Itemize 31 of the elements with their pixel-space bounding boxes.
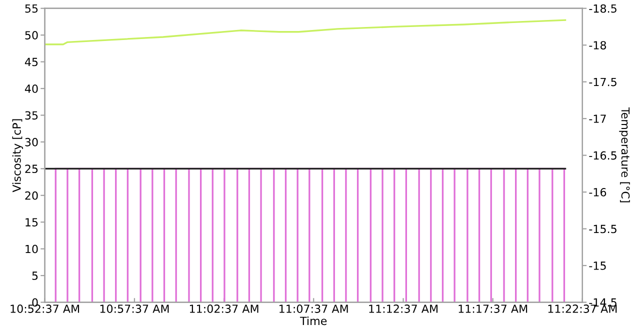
y2-tick-label: -16.5 — [589, 151, 616, 160]
y-tick-label: 10 — [26, 244, 38, 254]
x-tick-label: 10:52:37 AM — [10, 304, 80, 313]
y-tick-label: 5 — [32, 272, 38, 280]
y-tick-label: 0 — [32, 298, 38, 307]
y-tick-label: 20 — [25, 191, 38, 200]
y2-tick-label: -18.5 — [589, 4, 616, 13]
y-tick-label: 25 — [25, 164, 38, 174]
x-tick-label: 11:02:37 AM — [190, 304, 258, 313]
y-axis-title: Viscosity [cP] — [12, 119, 24, 192]
y2-tick-label: -16 — [589, 188, 606, 196]
x-tick-label: 11:12:37 AM — [369, 304, 438, 313]
y-tick-label: 45 — [24, 58, 38, 66]
y2-axis-title: Temperature [°C] — [619, 107, 630, 202]
line-series — [45, 19, 566, 46]
y-tick-label: 55 — [25, 4, 38, 13]
x-tick-label: 11:17:37 AM — [458, 304, 528, 313]
y2-tick-label: -14.5 — [589, 298, 616, 307]
y2-tick-label: -17.5 — [589, 78, 616, 86]
y-tick-label: 35 — [25, 111, 38, 120]
y-tick-label: 15 — [26, 218, 38, 226]
x-tick-label: 11:07:37 AM — [280, 304, 348, 313]
y-tick-label: 50 — [25, 31, 38, 40]
y2-tick-label: -17 — [589, 114, 606, 123]
y2-tick-label: -18 — [589, 41, 606, 50]
x-tick-label: 10:57:37 AM — [100, 304, 169, 313]
y2-tick-label: -15 — [589, 262, 606, 270]
y2-tick-label: -15.5 — [589, 224, 616, 234]
y-tick-label: 40 — [24, 84, 38, 93]
y-tick-label: 30 — [25, 138, 38, 146]
x-axis-title: Time — [300, 316, 327, 326]
